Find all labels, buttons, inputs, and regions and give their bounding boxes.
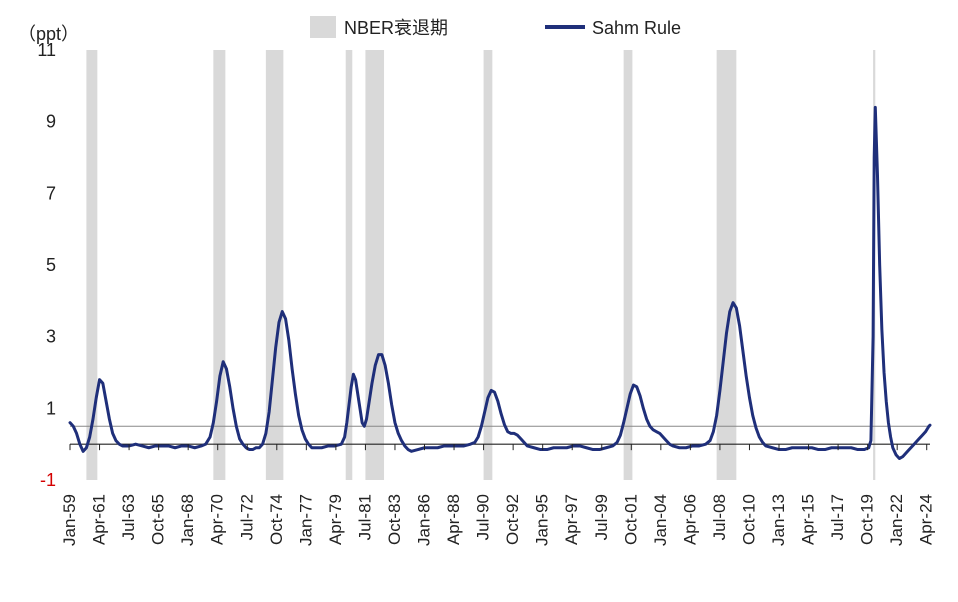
x-tick-label: Jan-04 <box>651 494 670 546</box>
x-tick-label: Jan-77 <box>296 494 315 546</box>
x-tick-label: Jul-17 <box>828 494 847 540</box>
x-tick-label: Apr-15 <box>799 494 818 545</box>
x-tick-label: Apr-61 <box>90 494 109 545</box>
y-tick-label: 3 <box>46 327 56 347</box>
y-tick-label: -1 <box>40 470 56 490</box>
x-tick-label: Oct-74 <box>267 494 286 545</box>
y-tick-label: 9 <box>46 112 56 132</box>
x-tick-label: Jul-90 <box>474 494 493 540</box>
legend-label-nber: NBER衰退期 <box>344 18 448 38</box>
y-tick-label: 1 <box>46 398 56 418</box>
x-tick-label: Oct-01 <box>621 494 640 545</box>
x-tick-label: Jul-08 <box>710 494 729 540</box>
x-tick-label: Apr-06 <box>680 494 699 545</box>
x-tick-label: Oct-92 <box>503 494 522 545</box>
x-tick-label: Jan-13 <box>769 494 788 546</box>
x-tick-label: Oct-65 <box>149 494 168 545</box>
x-tick-label: Jan-59 <box>60 494 79 546</box>
x-tick-label: Oct-83 <box>385 494 404 545</box>
x-tick-label: Apr-79 <box>326 494 345 545</box>
y-tick-label: 7 <box>46 183 56 203</box>
y-tick-label: 5 <box>46 255 56 275</box>
x-tick-label: Jul-72 <box>237 494 256 540</box>
x-tick-label: Jan-95 <box>533 494 552 546</box>
x-tick-label: Oct-10 <box>739 494 758 545</box>
x-tick-label: Jul-81 <box>355 494 374 540</box>
x-tick-label: Apr-70 <box>208 494 227 545</box>
chart-svg: -11357911Jan-59Apr-61Jul-63Oct-65Jan-68A… <box>0 0 958 602</box>
x-tick-label: Apr-88 <box>444 494 463 545</box>
sahm-rule-chart: -11357911Jan-59Apr-61Jul-63Oct-65Jan-68A… <box>0 0 958 602</box>
x-tick-label: Jan-68 <box>178 494 197 546</box>
legend-label-sahm: Sahm Rule <box>592 18 681 38</box>
x-tick-label: Oct-19 <box>858 494 877 545</box>
x-tick-label: Jul-63 <box>119 494 138 540</box>
x-tick-label: Jul-99 <box>592 494 611 540</box>
unit-label: （ppt） <box>18 24 79 44</box>
x-tick-label: Jan-86 <box>415 494 434 546</box>
x-tick-label: Apr-97 <box>562 494 581 545</box>
x-tick-label: Apr-24 <box>917 494 936 545</box>
x-tick-label: Jan-22 <box>887 494 906 546</box>
